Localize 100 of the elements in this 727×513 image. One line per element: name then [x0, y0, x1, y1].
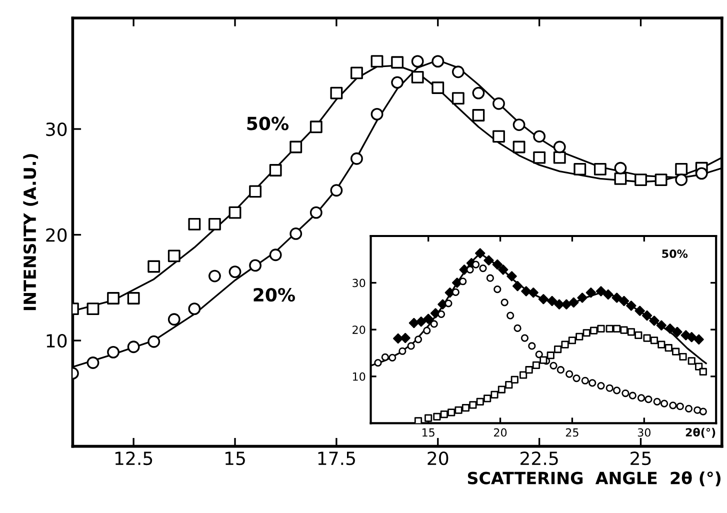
point: [512, 118, 526, 131]
point: [614, 172, 627, 185]
point: [400, 332, 410, 344]
point: [437, 310, 446, 318]
point: [553, 140, 566, 154]
point: [637, 394, 646, 402]
point: [664, 344, 672, 352]
point: [594, 162, 606, 176]
point: [310, 206, 322, 219]
point: [310, 120, 322, 134]
point: [208, 218, 221, 230]
point: [684, 404, 693, 413]
y-tick-label: 20: [46, 228, 67, 242]
point: [498, 386, 506, 394]
point: [614, 162, 627, 174]
point: [411, 55, 424, 68]
point: [448, 408, 456, 416]
point: [533, 130, 546, 143]
point: [492, 97, 505, 110]
point: [643, 334, 651, 342]
point: [654, 174, 668, 186]
point: [249, 259, 262, 272]
point: [393, 333, 404, 344]
point: [486, 274, 494, 282]
point: [627, 328, 636, 336]
x-tick-label: 25: [630, 451, 651, 466]
point: [695, 167, 708, 180]
point: [650, 336, 658, 344]
point: [699, 368, 707, 376]
point: [432, 82, 444, 94]
point: [391, 76, 404, 89]
point: [407, 342, 415, 350]
point: [127, 292, 140, 304]
point: [494, 286, 502, 294]
point: [466, 266, 474, 274]
point: [290, 228, 302, 240]
annotation: 50%: [662, 250, 688, 258]
point: [586, 288, 596, 298]
point: [532, 361, 540, 369]
point: [699, 408, 707, 416]
point: [391, 56, 404, 69]
point: [433, 412, 441, 420]
point: [597, 382, 605, 390]
point: [492, 259, 502, 270]
point: [228, 206, 242, 219]
y-tick-label: 30: [352, 278, 366, 288]
point: [168, 250, 180, 262]
x-axis-title: SCATTERING ANGLE 2θ (°): [468, 471, 720, 486]
point: [618, 296, 630, 306]
point: [576, 332, 584, 340]
point: [452, 66, 464, 78]
point: [694, 406, 702, 414]
point: [510, 376, 518, 384]
point: [606, 384, 614, 392]
point: [622, 389, 630, 398]
point: [452, 92, 464, 105]
point: [506, 312, 514, 320]
point: [127, 340, 140, 354]
point: [479, 264, 487, 272]
point: [388, 354, 396, 362]
point: [269, 164, 282, 176]
point: [188, 302, 201, 316]
point: [398, 347, 406, 355]
point: [208, 270, 221, 282]
y-tick-label: 20: [352, 326, 366, 334]
point: [350, 152, 363, 165]
y-axis-title: INTENSITY (A.U.): [23, 154, 38, 310]
point: [590, 326, 598, 334]
point: [107, 292, 120, 304]
point: [672, 326, 682, 338]
point: [535, 350, 543, 358]
y-tick-label: 30: [46, 122, 67, 136]
point: [597, 324, 605, 332]
point: [561, 299, 572, 310]
point: [469, 401, 477, 409]
point: [688, 357, 696, 365]
point: [423, 314, 434, 324]
point: [554, 299, 564, 310]
point: [500, 298, 508, 306]
point: [694, 334, 704, 345]
point: [572, 374, 580, 382]
point: [582, 329, 590, 337]
point: [613, 386, 621, 394]
point: [588, 379, 596, 387]
point: [374, 359, 382, 367]
point: [644, 396, 652, 404]
x-tick-label: 15: [422, 428, 434, 437]
point: [269, 248, 282, 262]
point: [675, 162, 688, 176]
x-tick-label: 20: [428, 451, 448, 466]
point: [484, 394, 492, 402]
point: [568, 297, 579, 308]
point: [249, 185, 262, 198]
annotation: 20%: [254, 288, 295, 302]
point: [577, 292, 588, 303]
point: [472, 109, 485, 122]
point: [596, 286, 606, 296]
point: [574, 162, 586, 176]
y-tick-label: 10: [352, 372, 366, 381]
point: [290, 140, 302, 154]
